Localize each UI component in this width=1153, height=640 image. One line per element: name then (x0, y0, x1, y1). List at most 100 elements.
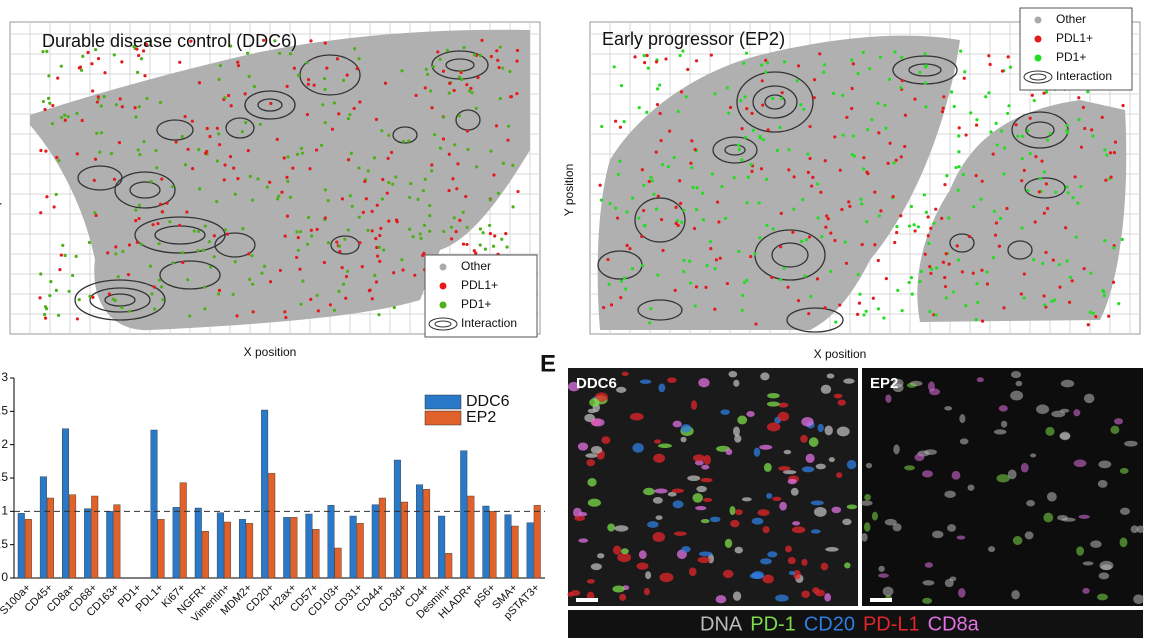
cell-dot (907, 280, 911, 285)
cell-dot (675, 219, 680, 223)
cell-dot (760, 79, 764, 83)
cell-dot (678, 53, 682, 58)
cell-dot (960, 270, 964, 274)
cell-dot (924, 210, 929, 214)
cell (1130, 525, 1139, 534)
y-axis-label: Y position (562, 164, 576, 216)
cell-dot (91, 89, 95, 93)
cell-dot (975, 118, 979, 122)
cell-dot (282, 156, 286, 160)
cell-dot (658, 111, 662, 116)
cell-dot (139, 57, 144, 61)
cell-dot (616, 172, 620, 177)
cell-dot (102, 95, 106, 99)
cell-dot (394, 175, 398, 179)
cell (1060, 379, 1075, 388)
cell-dot (709, 53, 713, 57)
cell (951, 470, 961, 480)
cell-dot (385, 191, 389, 195)
cell (639, 379, 652, 384)
cell-dot (909, 276, 914, 280)
cell-dot (461, 242, 466, 246)
cell (826, 373, 835, 379)
cell-dot (975, 282, 979, 286)
cell-dot (979, 197, 983, 201)
cell (567, 381, 580, 392)
cell (882, 586, 894, 597)
bar (327, 505, 335, 579)
cell (831, 506, 842, 514)
cell-dot (964, 303, 968, 308)
cell-dot (1064, 226, 1068, 230)
cell (1119, 507, 1131, 515)
bar (62, 428, 70, 579)
channel-label: DNA (700, 613, 743, 635)
bar (423, 489, 431, 579)
cell (777, 411, 790, 422)
cell (892, 523, 902, 532)
cell-dot (315, 293, 319, 297)
cell-dot (661, 248, 665, 253)
cell-dot (962, 76, 966, 80)
cell-dot (956, 188, 960, 192)
cell (587, 498, 601, 507)
cell (791, 526, 806, 534)
bar (223, 521, 231, 579)
cell-dot (208, 134, 212, 139)
cell-dot (659, 217, 664, 222)
cell-dot (1081, 105, 1085, 110)
cell-dot (363, 179, 367, 184)
cell-dot (598, 183, 602, 187)
cell-dot (972, 205, 976, 209)
legend-swatch (424, 410, 462, 426)
cell-dot (286, 155, 290, 159)
cell-dot (934, 207, 938, 211)
cell-dot (497, 65, 501, 70)
cell-dot (918, 279, 922, 284)
cell (1098, 460, 1112, 469)
cell-dot (619, 296, 623, 300)
cell-dot (441, 69, 446, 73)
cell-dot (160, 210, 165, 214)
cell-dot (190, 119, 194, 123)
cell-dot (135, 240, 139, 245)
cell-dot (377, 313, 381, 317)
cell (734, 546, 743, 554)
cell-dot (241, 227, 245, 231)
cell-dot (137, 203, 142, 208)
cell-dot (94, 213, 98, 218)
cell (892, 383, 904, 393)
cell-dot (829, 231, 833, 235)
cell-dot (622, 119, 626, 124)
cell (813, 506, 827, 517)
cell-dot (58, 268, 62, 272)
cell (825, 547, 839, 552)
cell-dot (48, 293, 52, 298)
cell-dot (491, 244, 496, 248)
cell-dot (1042, 211, 1046, 215)
cell-dot (751, 128, 755, 132)
bar (216, 512, 224, 579)
cell (785, 545, 792, 553)
cell-dot (679, 201, 683, 206)
cell-dots (598, 49, 1125, 327)
cell-dot (378, 233, 382, 238)
cell-dot (370, 229, 374, 233)
cell-dot (779, 211, 783, 215)
cell-dot (765, 223, 769, 227)
cell (751, 517, 764, 525)
cell-dot (217, 143, 222, 147)
cell-dot (306, 78, 311, 82)
cell (810, 529, 821, 534)
cell (865, 462, 873, 469)
cell-dot (749, 254, 753, 259)
cell-dot (361, 210, 365, 215)
cell-dot (959, 49, 963, 53)
cell-dot (464, 194, 468, 199)
cell (815, 463, 826, 470)
cell (996, 474, 1010, 483)
cells (567, 370, 1145, 605)
cell-dot (74, 254, 78, 259)
cell (709, 516, 721, 523)
